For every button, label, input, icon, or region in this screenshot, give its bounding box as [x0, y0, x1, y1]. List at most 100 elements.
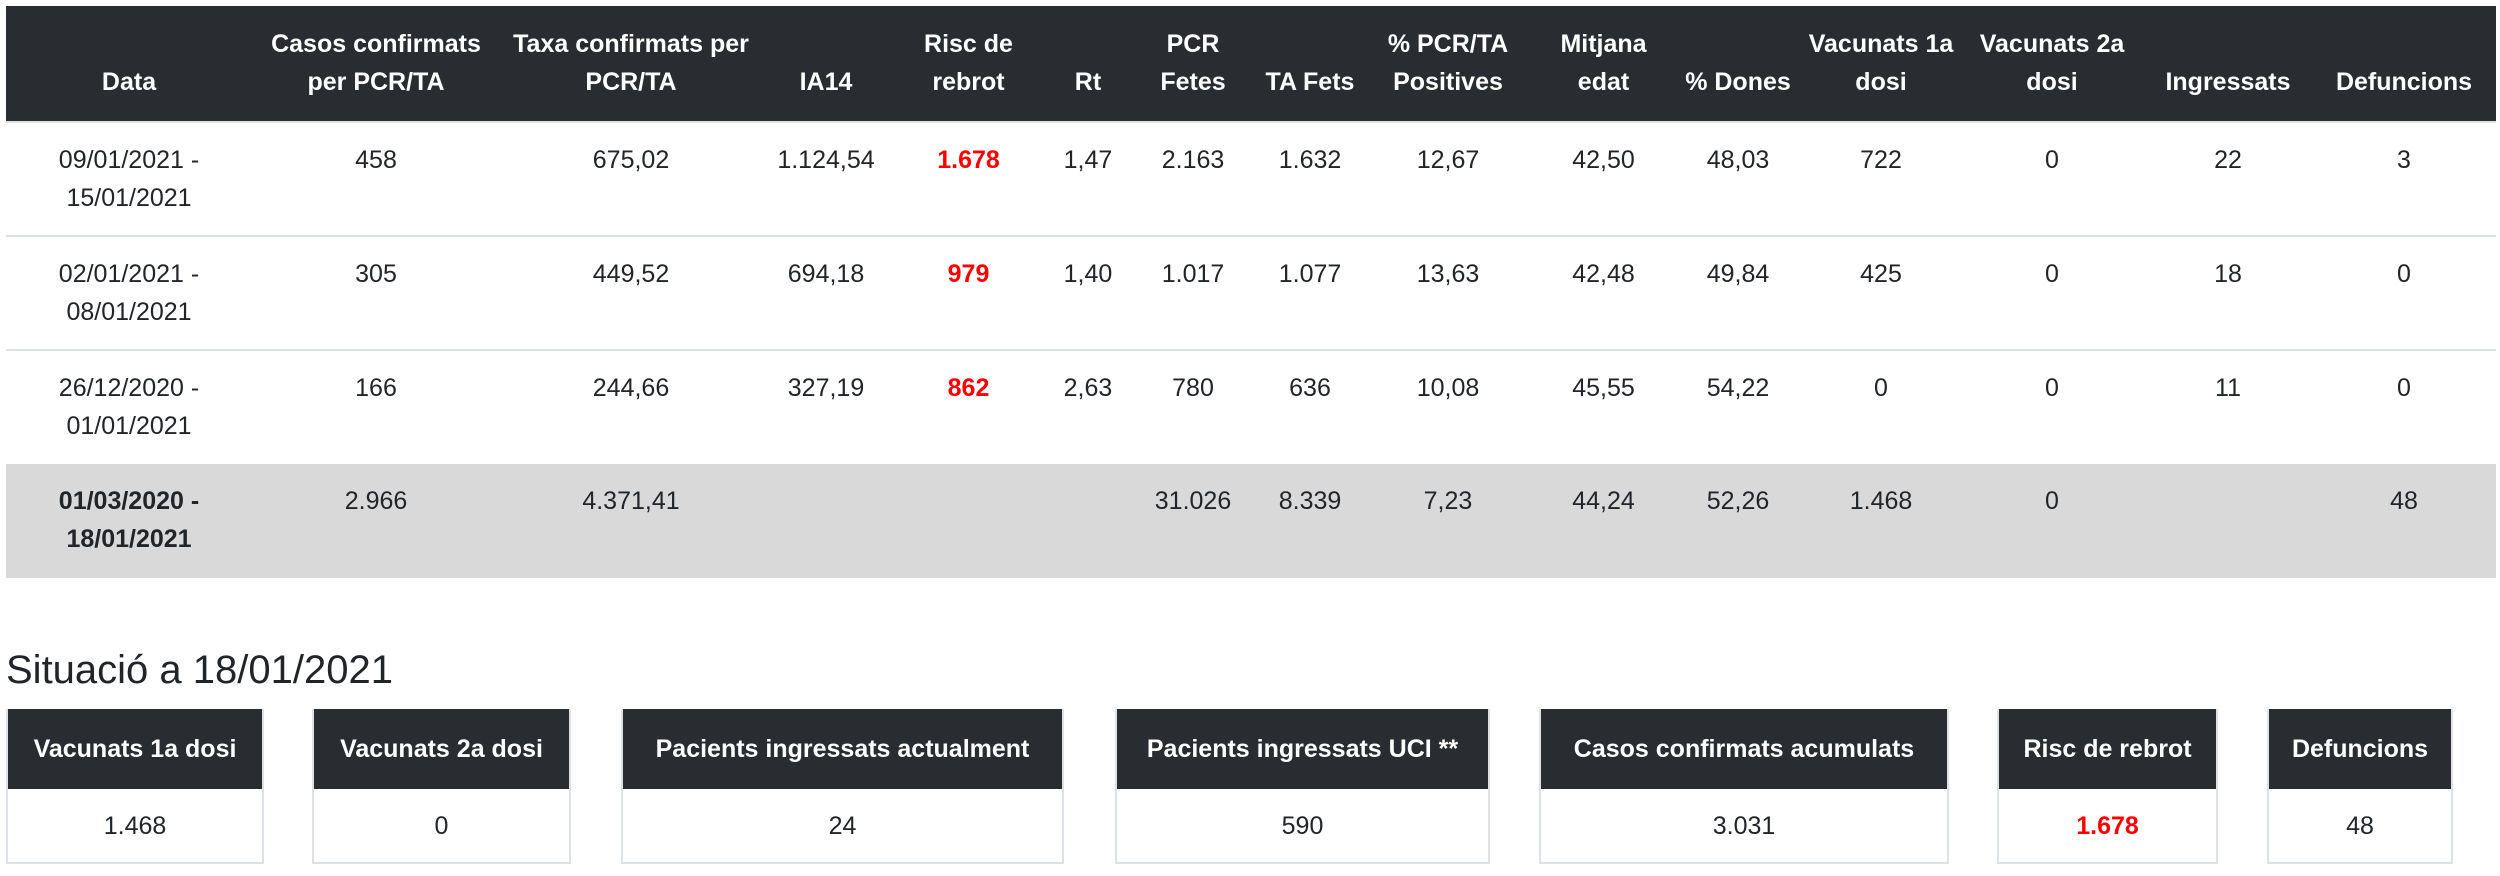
stat-card-value: 24	[828, 812, 857, 840]
table-cell: 45,55	[1533, 349, 1674, 464]
stat-card-value: 0	[434, 812, 449, 840]
table-cell: 1,40	[1047, 235, 1129, 350]
table-cell: 694,18	[762, 235, 890, 350]
table-header-row: Data Casos confirmats per PCR/TA Taxa conf…	[6, 6, 2496, 122]
stat-card-label: Casos confirmats acumulats	[1541, 709, 1947, 789]
table-cell: 449,52	[500, 235, 762, 350]
table-cell: 0	[1960, 349, 2144, 464]
column-header: Rt	[1047, 6, 1129, 122]
table-cell: 722	[1802, 121, 1960, 236]
table-cell: 244,66	[500, 349, 762, 464]
table-cell: 13,63	[1363, 235, 1533, 350]
table-cell: 0	[2312, 349, 2496, 464]
table-cell: 09/01/2021 - 15/01/2021	[6, 121, 252, 236]
table-cell: 1.632	[1257, 121, 1363, 236]
table-cell: 0	[1960, 235, 2144, 350]
table-cell: 01/03/2020 - 18/01/2021	[6, 464, 252, 578]
stat-card-label: Vacunats 1a dosi	[8, 709, 262, 789]
column-header: IA14	[762, 6, 890, 122]
table-cell: 0	[1960, 121, 2144, 236]
table-cell: 22	[2144, 121, 2312, 236]
table-cell: 52,26	[1674, 464, 1802, 578]
stat-card-value: 1.468	[103, 812, 167, 840]
column-header: Defuncions	[2312, 6, 2496, 122]
column-header: Mitjana edat	[1533, 6, 1674, 122]
table-cell: 780	[1129, 349, 1257, 464]
stat-card-value: 48	[2346, 812, 2374, 840]
table-cell: 42,48	[1533, 235, 1674, 350]
table-cell: 42,50	[1533, 121, 1674, 236]
table-cell: 26/12/2020 - 01/01/2021	[6, 349, 252, 464]
table-cell: 11	[2144, 349, 2312, 464]
table-cell: 1.017	[1129, 235, 1257, 350]
table-cell: 54,22	[1674, 349, 1802, 464]
table-cell: 862	[890, 349, 1047, 464]
table-row: 09/01/2021 - 15/01/2021 458 675,02 1.124,54…	[6, 121, 2496, 236]
table-cell: 7,23	[1363, 464, 1533, 578]
stat-card: Vacunats 2a dosi 0	[312, 709, 571, 864]
table-total-row: 01/03/2020 - 18/01/2021 2.966 4.371,41 31.0…	[6, 464, 2496, 578]
table-cell: 44,24	[1533, 464, 1674, 578]
stat-card-label: Vacunats 2a dosi	[314, 709, 569, 789]
table-cell: 636	[1257, 349, 1363, 464]
table-cell: 1.077	[1257, 235, 1363, 350]
table-cell	[762, 464, 890, 578]
table-cell: 2.966	[252, 464, 500, 578]
column-header: Vacunats 2a dosi	[1960, 6, 2144, 122]
stat-card: Vacunats 1a dosi 1.468	[6, 709, 264, 864]
table-row: 26/12/2020 - 01/01/2021 166 244,66 327,19 86…	[6, 349, 2496, 464]
stat-card-label: Pacients ingressats UCI **	[1117, 709, 1488, 789]
table-cell: 1.468	[1802, 464, 1960, 578]
table-cell: 979	[890, 235, 1047, 350]
column-header: Ingressats	[2144, 6, 2312, 122]
table-cell: 10,08	[1363, 349, 1533, 464]
column-header: % PCR/TA Positives	[1363, 6, 1533, 122]
table-cell: 48,03	[1674, 121, 1802, 236]
column-header: Taxa confirmats per PCR/TA	[500, 6, 762, 122]
column-header: Casos confirmats per PCR/TA	[252, 6, 500, 122]
stat-card: Risc de rebrot 1.678	[1997, 709, 2218, 864]
table-cell: 0	[1960, 464, 2144, 578]
stat-card: Pacients ingressats UCI ** 590	[1115, 709, 1490, 864]
table-cell: 02/01/2021 - 08/01/2021	[6, 235, 252, 350]
table-cell: 49,84	[1674, 235, 1802, 350]
table-cell: 1,47	[1047, 121, 1129, 236]
column-header: % Dones	[1674, 6, 1802, 122]
column-header: TA Fets	[1257, 6, 1363, 122]
table-cell: 458	[252, 121, 500, 236]
table-cell	[890, 464, 1047, 578]
table-cell: 3	[2312, 121, 2496, 236]
column-header: Vacunats 1a dosi	[1802, 6, 1960, 122]
table-cell: 675,02	[500, 121, 762, 236]
table-cell: 2,63	[1047, 349, 1129, 464]
table-cell: 1.678	[890, 121, 1047, 236]
stat-card-label: Pacients ingressats actualment	[623, 709, 1062, 789]
stat-card: Defuncions 48	[2267, 709, 2453, 864]
table-cell	[1047, 464, 1129, 578]
table-cell: 0	[1802, 349, 1960, 464]
table-cell: 305	[252, 235, 500, 350]
situation-title: Situació a 18/01/2021	[6, 648, 393, 692]
stat-card-value: 590	[1281, 812, 1324, 840]
stat-card-label: Risc de rebrot	[1999, 709, 2216, 789]
table-cell: 4.371,41	[500, 464, 762, 578]
table-cell: 166	[252, 349, 500, 464]
table-cell	[2144, 464, 2312, 578]
table-cell: 327,19	[762, 349, 890, 464]
table-cell: 0	[2312, 235, 2496, 350]
table-cell: 425	[1802, 235, 1960, 350]
table-cell: 2.163	[1129, 121, 1257, 236]
stat-card-label: Defuncions	[2269, 709, 2451, 789]
table-row: 02/01/2021 - 08/01/2021 305 449,52 694,18 97…	[6, 235, 2496, 350]
table-cell: 12,67	[1363, 121, 1533, 236]
table-cell: 1.124,54	[762, 121, 890, 236]
table-cell: 8.339	[1257, 464, 1363, 578]
stat-card: Casos confirmats acumulats 3.031	[1539, 709, 1949, 864]
stat-card-value: 1.678	[2076, 812, 2139, 840]
table-cell: 18	[2144, 235, 2312, 350]
column-header: Data	[6, 6, 252, 122]
table-cell: 48	[2312, 464, 2496, 578]
table-cell: 31.026	[1129, 464, 1257, 578]
stat-card-value: 3.031	[1712, 812, 1776, 840]
column-header: Risc de rebrot	[890, 6, 1047, 122]
